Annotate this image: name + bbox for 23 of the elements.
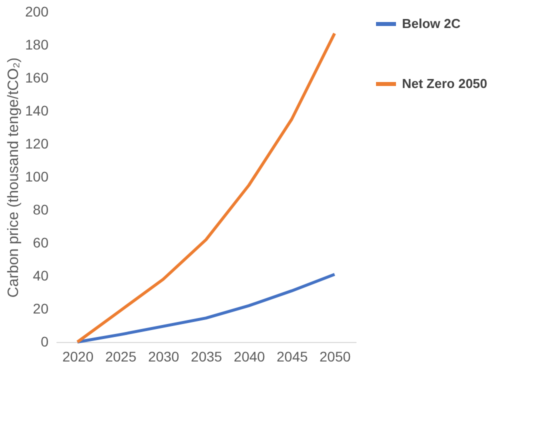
y-tick-label: 200	[25, 4, 49, 20]
x-tick-label: 2020	[62, 348, 94, 364]
x-tick-label: 2045	[276, 348, 308, 364]
x-tick-label: 2025	[105, 348, 137, 364]
line-series	[76, 272, 336, 344]
y-tick-label: 40	[32, 268, 49, 284]
x-tick-label: 2040	[234, 348, 266, 364]
y-tick-label: 160	[25, 70, 49, 86]
x-tick-label: 2030	[148, 348, 180, 364]
y-tick-label: 120	[25, 136, 49, 152]
legend-label: Net Zero 2050	[402, 76, 488, 91]
y-tick-label: 100	[25, 168, 49, 184]
y-tick-label: 20	[32, 300, 49, 316]
y-tick-label: 180	[25, 36, 49, 52]
x-tick-label: 2050	[319, 348, 351, 364]
y-tick-label: 80	[32, 202, 49, 218]
y-tick-label: 60	[32, 234, 49, 250]
y-tick-label: 0	[40, 334, 49, 350]
legend-label: Below 2C	[402, 16, 462, 31]
y-axis-title: Carbon price (thousand tenge/tCO₂)	[5, 57, 22, 298]
x-tick-label: 2035	[190, 348, 222, 364]
y-tick-label: 140	[25, 102, 49, 118]
line-series	[76, 32, 336, 344]
